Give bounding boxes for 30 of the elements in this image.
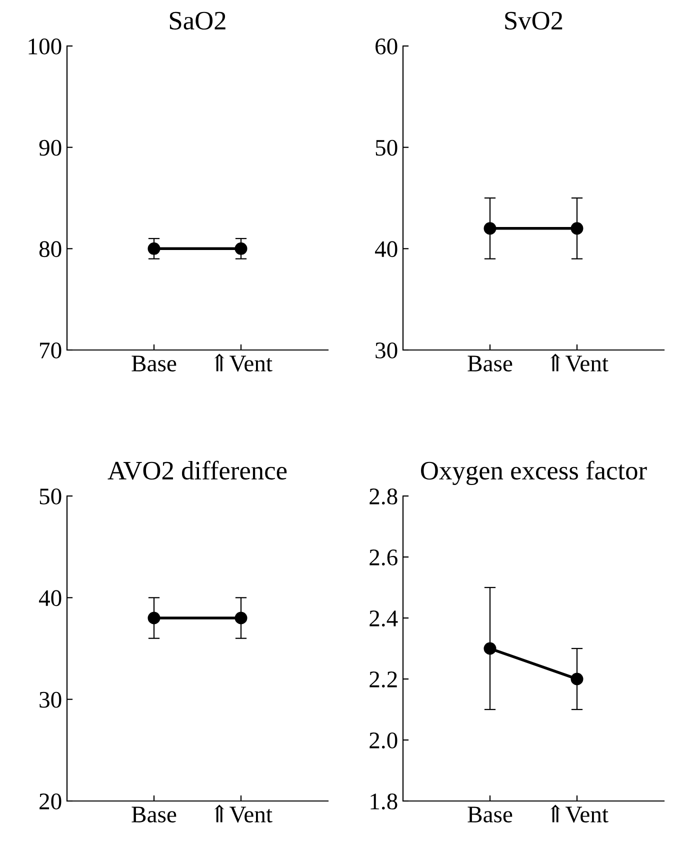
y-tick-label: 50 [376,140,398,156]
y-tick-label: 30 [40,692,62,708]
y-tick-label: 80 [39,241,62,258]
y-tick-label: 90 [39,140,62,156]
y-tick-label: 2.8 [370,488,398,505]
y-tick-label: 2.6 [370,550,398,566]
y-tick-label: 50 [40,488,62,504]
x-tick-label: ⇑Vent [550,804,608,823]
x-tick-label: ⇑Vent [214,354,272,372]
y-tick-label: 20 [40,793,62,810]
chart-title: Oxygen excess factor [421,460,647,486]
x-tick-label: Base [468,806,512,822]
chart-title: SaO2 [170,12,226,30]
y-tick-label: 70 [40,342,62,358]
y-tick-label: 40 [374,241,398,258]
y-tick-label: 100 [28,38,62,54]
chart-title: SvO2 [505,12,562,30]
x-tick-label: ⇑Vent [550,354,608,372]
y-tick-label: 40 [38,590,62,606]
x-tick-label: Base [132,806,176,822]
y-tick-label: 60 [376,38,398,54]
y-tick-label: 1.8 [370,793,398,810]
y-tick-label: 2.0 [370,732,398,749]
x-tick-label: Base [468,356,512,372]
y-tick-label: 2.4 [370,610,398,627]
y-tick-label: 30 [376,342,398,358]
y-tick-label: 2.2 [370,672,397,688]
x-tick-label: Base [132,356,176,372]
chart-title: AVO2 difference [108,460,287,480]
x-tick-label: ⇑Vent [214,804,272,823]
